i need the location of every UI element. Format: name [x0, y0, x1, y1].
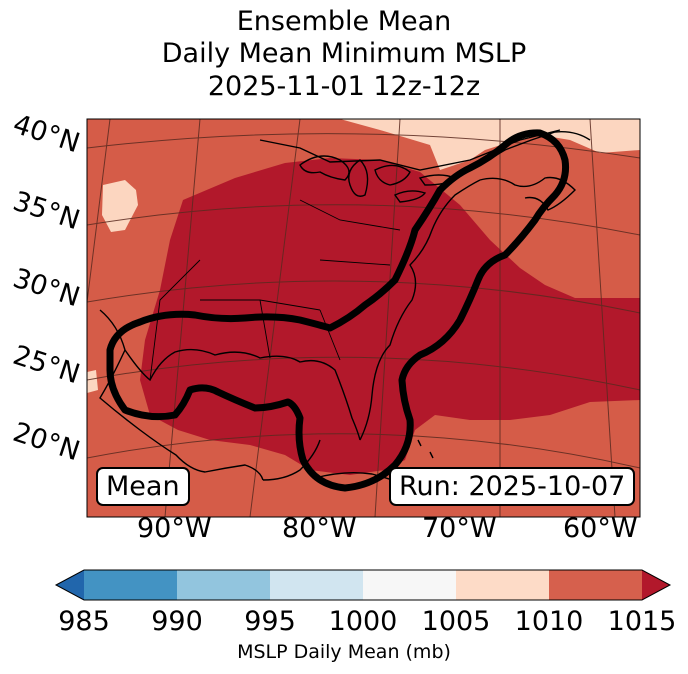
title-line-1: Ensemble Mean: [236, 6, 452, 37]
map-area: [87, 119, 640, 517]
title-line-2: Daily Mean Minimum MSLP: [161, 38, 527, 69]
colorbar-tick: 1005: [421, 606, 491, 637]
lon-label-60w: 60°W: [563, 513, 638, 544]
colorbar-segment: [177, 570, 270, 600]
colorbar-tick: 990: [151, 606, 203, 637]
pressure-field-1005-1010-southwest: [87, 370, 98, 393]
colorbar-tick: 1000: [328, 606, 398, 637]
colorbar-tick: 1010: [514, 606, 584, 637]
colorbar-segment: [84, 570, 177, 600]
colorbar-label: MSLP Daily Mean (mb): [237, 641, 451, 663]
title-line-3: 2025-11-01 12z-12z: [207, 71, 481, 102]
colorbar: [54, 569, 672, 601]
colorbar-segment: [363, 570, 456, 600]
lon-label-80w: 80°W: [282, 513, 357, 544]
colorbar-tick: 985: [58, 606, 110, 637]
lon-label-70w: 70°W: [422, 513, 497, 544]
probability-contour: [106, 129, 569, 492]
colorbar-segment: [549, 570, 642, 600]
map-frame: [86, 118, 641, 518]
colorbar-tick: 995: [244, 606, 296, 637]
colorbar-outline: [54, 569, 672, 601]
run-date-box: Run: 2025-10-07: [389, 467, 636, 506]
colorbar-segment: [456, 570, 549, 600]
lon-label-90w: 90°W: [137, 513, 212, 544]
colorbar-extend-high: [642, 570, 670, 600]
colorbar-tick: 1015: [607, 606, 677, 637]
colorbar-segment: [270, 570, 363, 600]
mean-label-box: Mean: [96, 467, 190, 506]
colorbar-extend-low: [56, 570, 84, 600]
